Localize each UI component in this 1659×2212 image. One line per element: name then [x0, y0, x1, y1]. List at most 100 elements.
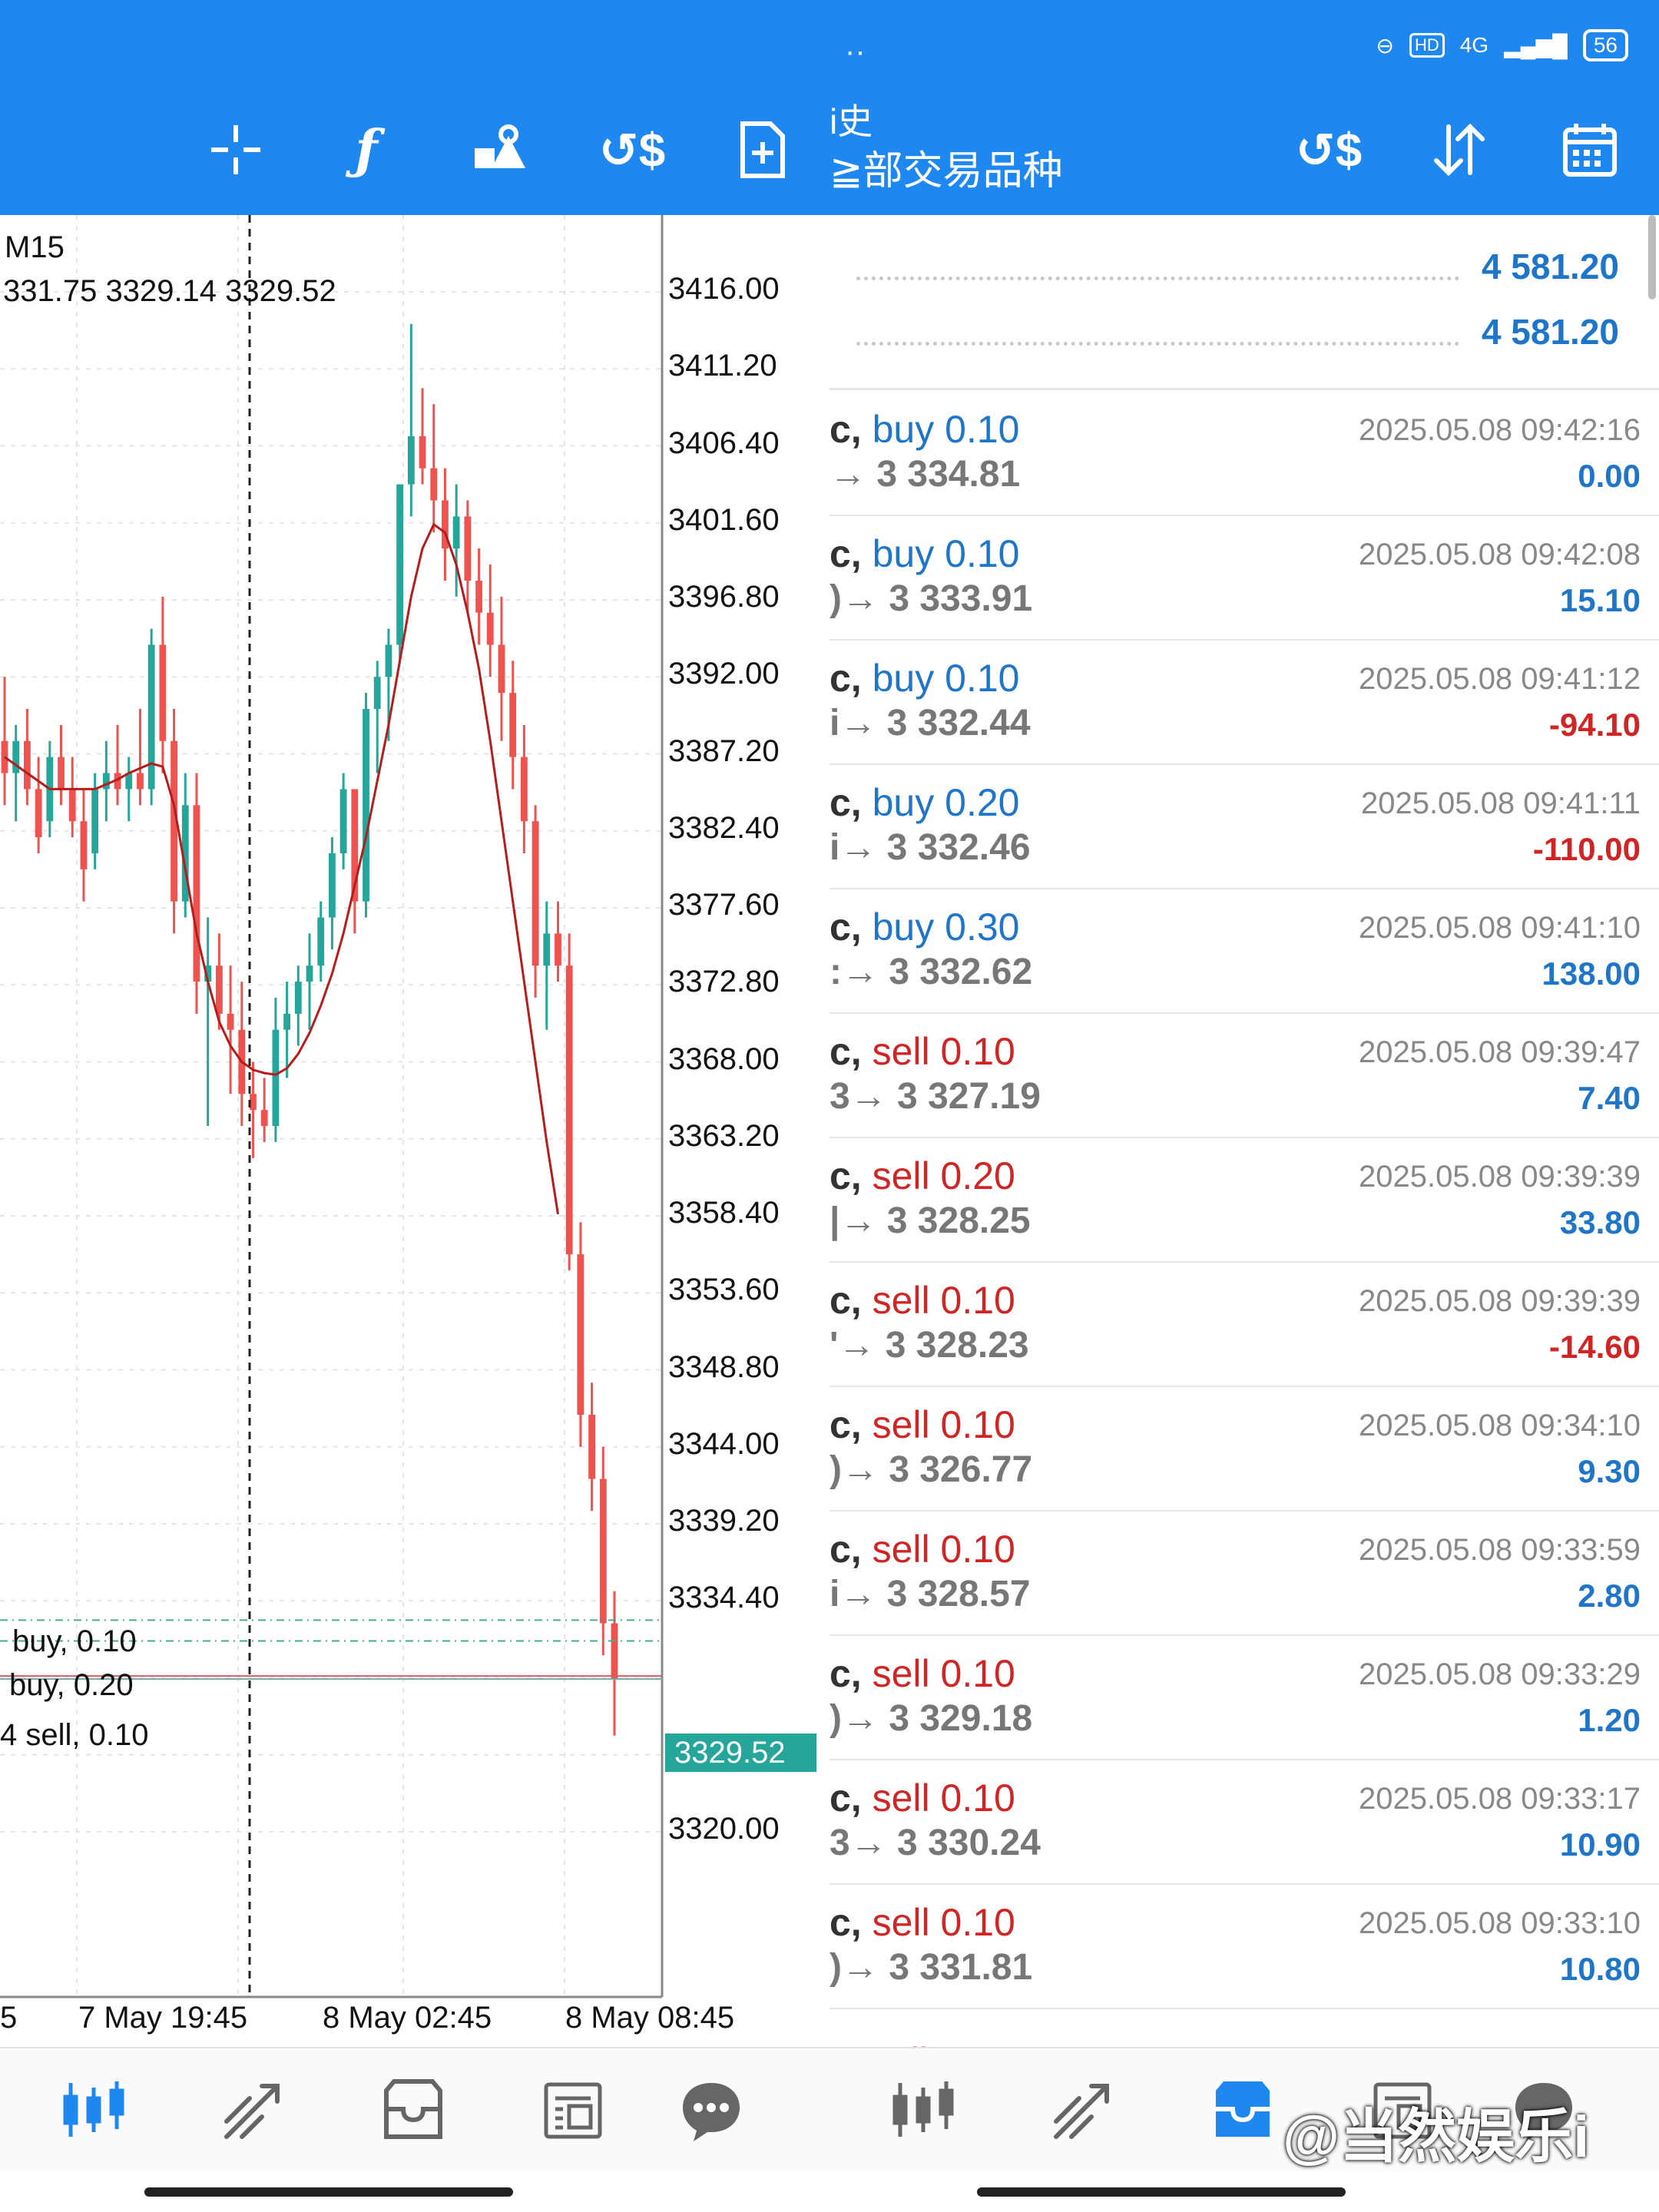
charts-icon[interactable] — [215, 2071, 292, 2148]
candle-body — [396, 484, 404, 645]
price-axis-label: 3372.80 — [668, 965, 780, 999]
deal-symbol: c, — [830, 408, 862, 451]
candle-body — [531, 821, 539, 966]
trade-icon[interactable]: ↺$ — [598, 124, 666, 177]
deal-side: sell — [872, 1030, 930, 1073]
price-axis-label: 3401.60 — [668, 502, 780, 537]
deal-prices: i→ 3 332.46 — [830, 826, 1031, 869]
deal-volume: 0.10 — [940, 1652, 1015, 1695]
charts-icon[interactable] — [1045, 2071, 1121, 2148]
deal-symbol: c, — [830, 1403, 862, 1446]
candle-body — [306, 965, 313, 982]
deal-side: sell — [872, 1528, 930, 1571]
deal-symbol: c, — [830, 1030, 862, 1073]
price-axis-label: 3353.60 — [668, 1273, 780, 1307]
messages-icon[interactable] — [673, 2071, 750, 2148]
messages-icon[interactable] — [1505, 2071, 1582, 2148]
deal-time: 2025.05.08 09:41:11 — [1360, 786, 1641, 820]
candle-body — [385, 644, 392, 677]
deal-volume: 0.10 — [945, 408, 1020, 451]
deal-row[interactable]: c, sell 0.10 3→ 3 327.19 2025.05.08 09:39:… — [830, 1012, 1659, 1138]
candle-body — [272, 1029, 280, 1127]
trade-icon[interactable] — [375, 2071, 452, 2148]
candle-body — [137, 773, 144, 790]
deal-volume: 0.10 — [940, 1279, 1015, 1322]
function-icon[interactable]: ƒ — [355, 119, 378, 180]
price-axis-label: 3334.40 — [668, 1581, 780, 1615]
deal-close-price: → 3 330.24 — [849, 1823, 1041, 1863]
crosshair-icon[interactable] — [201, 115, 270, 184]
deal-close-price: → 3 329.18 — [841, 1698, 1033, 1739]
deal-profit: 9.30 — [1578, 1453, 1641, 1489]
deal-row[interactable]: c, sell 0.10 '→ 3 328.23 2025.05.08 09:39:… — [830, 1261, 1659, 1387]
new-order-icon[interactable] — [728, 115, 797, 184]
trade-icon[interactable] — [1204, 2071, 1281, 2148]
deal-prices: )→ 3 329.18 — [830, 1697, 1032, 1740]
quotes-icon[interactable] — [885, 2071, 962, 2148]
time-label: 8 May 02:45 — [323, 2001, 492, 2035]
deal-side: buy — [872, 657, 935, 700]
candle-body — [35, 789, 42, 838]
candle-body — [351, 789, 359, 902]
deal-profit: 10.90 — [1559, 1826, 1641, 1863]
deal-side: buy — [872, 781, 935, 824]
deal-row[interactable]: c, buy 0.30:→ 3 332.62 2025.05.08 09:41:1… — [830, 888, 1659, 1014]
price-chart[interactable]: M15 331.75 3329.14 3329.52 3416.00 3411.2… — [0, 215, 830, 2047]
header-subtitle[interactable]: ≧部交易品种 — [830, 149, 1063, 194]
history-panel[interactable]: 4 581.20 4 581.20 c, buy 0.10 → 3 334.81 2… — [830, 215, 1659, 2047]
deal-time: 2025.05.08 09:39:47 — [1358, 1035, 1641, 1069]
battery-indicator: 56 — [1582, 29, 1628, 61]
deal-title: c, buy 0.10 — [830, 531, 1019, 576]
deal-row[interactable]: c, sell 0.10)→ 3 326.77 2025.05.08 09:34:… — [830, 1386, 1659, 1512]
history-icon[interactable] — [1364, 2071, 1441, 2148]
deal-row[interactable]: c, buy 0.20 i→ 3 332.46 2025.05.08 09:41:1… — [830, 763, 1659, 889]
deal-time: 2025.05.08 09:33:17 — [1358, 1782, 1641, 1816]
scrollbar[interactable] — [1648, 215, 1656, 300]
price-axis-label: 3416.00 — [668, 272, 780, 306]
sort-icon[interactable] — [1425, 115, 1494, 184]
deal-prices: |→ 3 328.25 — [830, 1200, 1031, 1242]
deal-row-partial[interactable]: c, sell 0.10 — [830, 2039, 1013, 2047]
deal-row[interactable]: c, sell 0.10 3→ 3 330.24 2025.05.08 09:33:… — [830, 1759, 1659, 1885]
price-axis-label: 3411.20 — [668, 349, 777, 383]
calendar-icon[interactable] — [1555, 115, 1624, 184]
deal-row[interactable]: c, buy 0.10 → 3 334.81 2025.05.08 09:42:16… — [830, 390, 1659, 516]
deal-symbol: c, — [830, 781, 862, 824]
trade-icon[interactable]: ↺$ — [1295, 124, 1363, 177]
chart-canvas[interactable] — [0, 215, 830, 2047]
deal-title: c, sell 0.10 — [830, 1278, 1015, 1323]
deal-prices: '→ 3 328.23 — [830, 1324, 1029, 1366]
quotes-icon[interactable] — [55, 2071, 132, 2148]
deal-row[interactable]: c, sell 0.20 |→ 3 328.25 2025.05.08 09:39:… — [830, 1137, 1659, 1263]
deal-price-prefix: i — [830, 1574, 840, 1614]
deal-price-prefix: 3 — [830, 1823, 850, 1863]
deal-prices: )→ 3 331.81 — [830, 1946, 1032, 1988]
deal-time: 2025.05.08 09:42:08 — [1358, 538, 1641, 571]
objects-icon[interactable] — [465, 115, 534, 184]
deal-time: 2025.05.08 09:33:59 — [1358, 1533, 1641, 1567]
home-indicator — [144, 2187, 513, 2197]
deal-row[interactable]: c, buy 0.10)→ 3 333.91 2025.05.08 09:42:0… — [830, 515, 1659, 641]
deal-symbol: c, — [830, 1154, 862, 1197]
status-dots: ·· — [845, 35, 866, 68]
history-icon[interactable] — [535, 2071, 611, 2148]
dotted-leader — [856, 342, 1459, 346]
candle-body — [509, 693, 517, 757]
price-axis-label: 3344.00 — [668, 1426, 780, 1461]
deal-row[interactable]: c, sell 0.10)→ 3 331.81 2025.05.08 09:33:… — [830, 1883, 1659, 2009]
candle-body — [193, 805, 200, 982]
deal-time: 2025.05.08 09:33:10 — [1358, 1906, 1641, 1940]
candle-body — [102, 773, 110, 790]
deal-close-price: → 3 327.19 — [849, 1076, 1041, 1117]
candle-body — [204, 965, 212, 982]
deal-row[interactable]: c, buy 0.10 i→ 3 332.44 2025.05.08 09:41:1… — [830, 639, 1659, 765]
home-indicator — [977, 2187, 1346, 2197]
price-axis-label: 3363.20 — [668, 1118, 780, 1153]
deal-row[interactable]: c, sell 0.10 i→ 3 328.57 2025.05.08 09:33:… — [830, 1510, 1659, 1636]
deal-close-price: → 3 332.62 — [841, 952, 1033, 992]
deal-row[interactable]: c, sell 0.10)→ 3 329.18 2025.05.08 09:33:… — [830, 1634, 1659, 1760]
chart-ohlc: 331.75 3329.14 3329.52 — [3, 274, 336, 308]
deal-profit: 15.10 — [1559, 582, 1641, 618]
deal-volume: 0.10 — [940, 1403, 1015, 1446]
candle-body — [565, 965, 573, 1255]
